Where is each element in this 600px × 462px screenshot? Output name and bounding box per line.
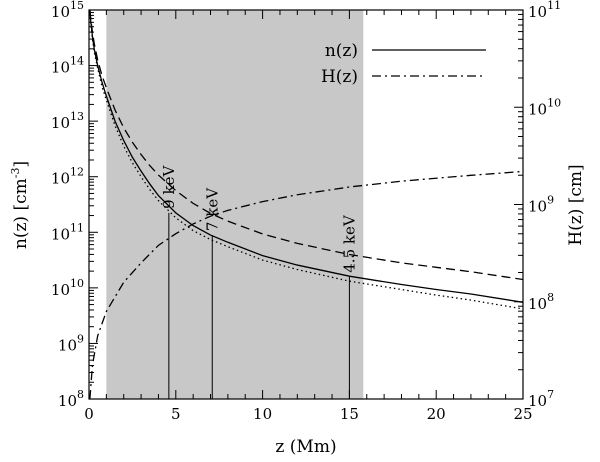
y-right-tick-label: 1010 xyxy=(528,96,561,118)
y-right-tick-label: 109 xyxy=(528,194,554,216)
left-y-axis-title-exponent: -3 xyxy=(9,168,22,179)
x-tick-label: 20 xyxy=(427,405,446,423)
y-left-tick-label: 1014 xyxy=(51,55,84,77)
legend-label: H(z) xyxy=(321,67,358,87)
legend: n(z) H(z) xyxy=(321,41,486,87)
shaded-region-layer xyxy=(106,10,364,399)
left-y-axis-title-main: n(z) [cm xyxy=(11,178,31,249)
y-right-tick-label: 1011 xyxy=(528,0,561,21)
x-axis-title: z (Mm) xyxy=(275,437,336,457)
x-tick-label: 0 xyxy=(84,405,94,423)
y-right-tick-label: 107 xyxy=(528,388,554,410)
right-y-axis-title: H(z) [cm] xyxy=(566,164,586,245)
energy-marker-label: 7 keV xyxy=(203,187,221,231)
y-left-tick-label: 1013 xyxy=(51,110,84,132)
y-left-tick-label: 1012 xyxy=(51,166,84,188)
y-right-tick-label: 108 xyxy=(528,291,554,313)
y-left-tick-label: 1011 xyxy=(51,221,84,243)
x-tick-label: 5 xyxy=(171,405,181,423)
shaded-band xyxy=(106,10,364,399)
left-y-axis-title-close: ] xyxy=(11,161,31,168)
x-tick-label: 15 xyxy=(340,405,359,423)
tick-layer: 0 5 10 15 20 25108109101010111012101310141015… xyxy=(51,0,561,423)
y-left-tick-label: 108 xyxy=(58,388,84,410)
curve-layer xyxy=(89,10,523,399)
energy-marker-label: 4.5 keV xyxy=(340,214,358,273)
legend-label: n(z) xyxy=(325,41,358,61)
left-y-axis-title: n(z) [cm-3] xyxy=(9,161,31,249)
x-tick-label: 25 xyxy=(513,405,532,423)
y-left-tick-label: 1015 xyxy=(51,0,84,21)
series-line-hz xyxy=(89,170,523,399)
y-left-tick-label: 1010 xyxy=(51,277,84,299)
series-line-dashed xyxy=(89,10,523,281)
energy-marker-label: 9 keV xyxy=(160,165,178,209)
x-tick-label: 10 xyxy=(253,405,272,423)
annotation-layer: 9 keV 7 keV 4.5 keV xyxy=(160,165,358,399)
y-left-tick-label: 109 xyxy=(58,332,84,354)
